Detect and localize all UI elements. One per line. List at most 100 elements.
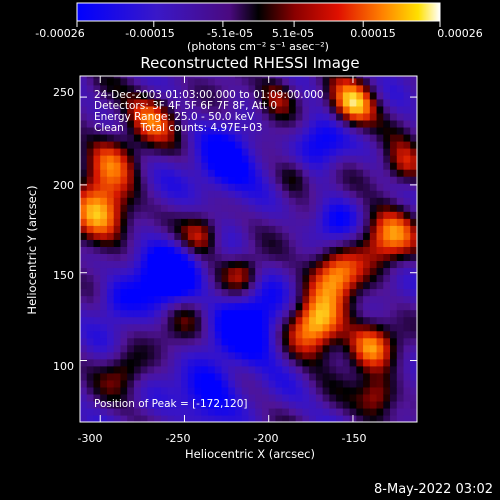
heatmap-cell: [275, 232, 283, 240]
heatmap-cell: [315, 414, 324, 422]
heatmap-cell: [154, 176, 162, 184]
heatmap-cell: [248, 246, 256, 254]
heatmap-cell: [120, 365, 128, 374]
heatmap-cell: [396, 365, 405, 374]
heatmap-cell: [221, 98, 229, 107]
heatmap-cell: [302, 351, 310, 360]
heatmap-cell: [255, 407, 263, 416]
heatmap-cell: [235, 225, 243, 233]
heatmap-cell: [160, 126, 169, 135]
heatmap-cell: [160, 204, 169, 212]
heatmap-cell: [154, 323, 162, 332]
heatmap-cell: [181, 176, 189, 184]
heatmap-cell: [127, 162, 135, 170]
heatmap-cell: [86, 316, 95, 325]
heatmap-cell: [80, 126, 88, 135]
heatmap-cell: [322, 169, 330, 177]
heatmap-cell: [322, 84, 330, 93]
heatmap-cell: [167, 84, 175, 93]
heatmap-cell: [248, 309, 256, 318]
heatmap-cell: [174, 169, 182, 177]
heatmap-cell: [208, 190, 216, 198]
heatmap-cell: [174, 246, 182, 254]
heatmap-cell: [248, 232, 256, 240]
heatmap-cell: [383, 126, 391, 135]
heatmap-cell: [376, 190, 384, 198]
heatmap-cell: [113, 309, 122, 318]
heatmap-cell: [376, 98, 384, 107]
heatmap-cell: [282, 260, 290, 269]
heatmap-cell: [369, 176, 378, 184]
heatmap-cell: [174, 400, 182, 409]
heatmap-cell: [181, 372, 189, 381]
heatmap-cell: [403, 140, 411, 149]
heatmap-cell: [174, 281, 182, 290]
heatmap-cell: [100, 155, 108, 163]
heatmap-cell: [268, 351, 277, 360]
heatmap-cell: [248, 274, 256, 283]
heatmap-cell: [214, 105, 223, 114]
heatmap-cell: [80, 393, 88, 402]
heatmap-cell: [309, 162, 317, 170]
heatmap-cell: [329, 351, 337, 360]
heatmap-cell: [127, 140, 135, 149]
heatmap-cell: [208, 414, 216, 422]
heatmap-cell: [187, 126, 196, 135]
heatmap-cell: [268, 239, 277, 247]
heatmap-cell: [363, 351, 371, 360]
heatmap-cell: [268, 204, 277, 212]
heatmap-cell: [403, 330, 411, 339]
heatmap-cell: [275, 225, 283, 233]
heatmap-cell: [268, 155, 277, 163]
heatmap-cell: [356, 246, 364, 254]
heatmap-cell: [349, 190, 357, 198]
heatmap-cell: [80, 260, 88, 269]
heatmap-cell: [322, 133, 330, 142]
heatmap-cell: [363, 330, 371, 339]
heatmap-cell: [336, 197, 344, 205]
heatmap-cell: [167, 365, 175, 374]
heatmap-cell: [228, 323, 236, 332]
heatmap-cell: [140, 330, 148, 339]
heatmap-cell: [174, 288, 182, 297]
heatmap-cell: [100, 176, 108, 184]
heatmap-cell: [349, 126, 357, 135]
heatmap-cell: [241, 323, 250, 332]
heatmap-cell: [221, 162, 229, 170]
heatmap-cell: [268, 379, 277, 388]
heatmap-cell: [248, 218, 256, 226]
heatmap-cell: [282, 211, 290, 219]
heatmap-cell: [369, 302, 378, 311]
heatmap-cell: [376, 379, 384, 388]
heatmap-cell: [390, 197, 398, 205]
heatmap-cell: [255, 365, 263, 374]
heatmap-cell: [255, 400, 263, 409]
heatmap-cell: [187, 267, 196, 276]
heatmap-cell: [80, 232, 88, 240]
heatmap-cell: [194, 77, 202, 86]
heatmap-cell: [86, 414, 95, 422]
heatmap-cell: [315, 393, 324, 402]
heatmap-cell: [100, 253, 108, 262]
heatmap-cell: [322, 119, 330, 128]
heatmap-cell: [403, 379, 411, 388]
heatmap-cell: [403, 232, 411, 240]
heatmap-cell: [376, 77, 384, 86]
heatmap-cell: [80, 309, 88, 318]
heatmap-cell: [369, 365, 378, 374]
heatmap-cell: [248, 98, 256, 107]
heatmap-cell: [100, 211, 108, 219]
heatmap-cell: [342, 358, 351, 367]
heatmap-cell: [356, 302, 364, 311]
heatmap-cell: [154, 190, 162, 198]
heatmap-cell: [255, 183, 263, 191]
heatmap-cell: [140, 281, 148, 290]
heatmap-cell: [376, 84, 384, 93]
heatmap-cell: [349, 253, 357, 262]
heatmap-cell: [288, 316, 297, 325]
heatmap-cell: [221, 140, 229, 149]
heatmap-cell: [201, 351, 209, 360]
heatmap-cell: [100, 232, 108, 240]
heatmap-cell: [167, 162, 175, 170]
chart-title: Reconstructed RHESSI Image: [140, 54, 359, 72]
